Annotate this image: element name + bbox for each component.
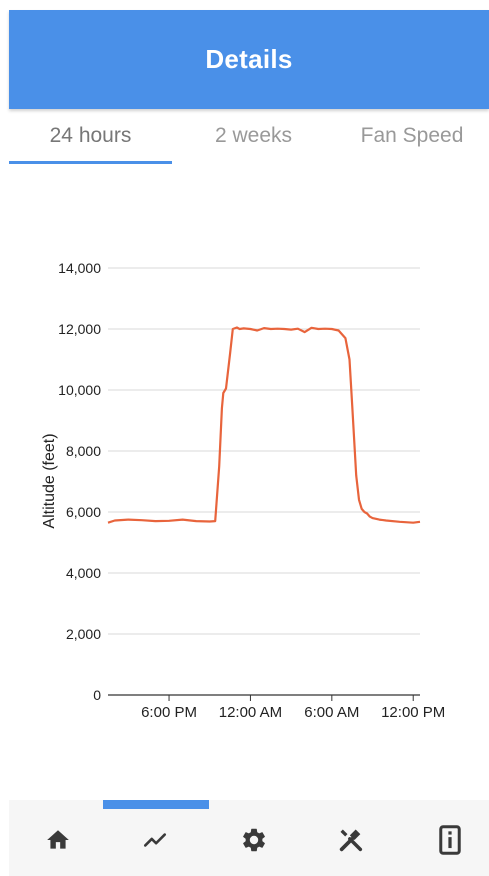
nav-home[interactable] <box>34 820 82 860</box>
x-tick-label: 12:00 AM <box>219 704 282 721</box>
tab-24-hours[interactable]: 24 hours <box>49 124 132 147</box>
nav-active-indicator <box>103 800 209 809</box>
nav-chart[interactable] <box>131 820 179 860</box>
nav-tools[interactable] <box>327 820 375 860</box>
y-tick-label: 8,000 <box>66 443 101 459</box>
bottom-nav <box>9 800 489 876</box>
tools-icon <box>339 829 363 852</box>
app-bar: Details <box>9 10 489 109</box>
x-tick-label: 6:00 AM <box>304 704 359 721</box>
tab-2-weeks[interactable]: 2 weeks <box>214 124 293 147</box>
y-tick-label: 0 <box>93 687 101 703</box>
home-icon <box>47 830 69 849</box>
nav-info[interactable] <box>426 820 474 860</box>
x-axis: 6:00 PM 12:00 AM 6:00 AM 12:00 PM <box>141 695 445 721</box>
page-title: Details <box>205 44 293 74</box>
tab-indicator <box>9 161 172 164</box>
y-tick-label: 2,000 <box>66 626 101 642</box>
tab-bar: 24 hours 2 weeks Fan Speed <box>9 109 489 164</box>
x-tick-label: 12:00 PM <box>381 704 445 721</box>
chart-grid <box>108 267 420 696</box>
y-tick-label: 4,000 <box>66 565 101 581</box>
y-axis: 0 2,000 4,000 6,000 8,000 10,000 12,000 14,000 <box>58 260 101 703</box>
series-line-altitude <box>107 326 421 524</box>
y-tick-label: 14,000 <box>58 260 101 276</box>
y-tick-label: 10,000 <box>58 382 101 398</box>
gear-icon <box>243 828 265 852</box>
nav-settings[interactable] <box>230 820 278 860</box>
x-tick-label: 6:00 PM <box>141 704 197 721</box>
y-tick-label: 6,000 <box>66 504 101 520</box>
y-axis-label: Altitude (feet) <box>41 433 58 528</box>
chart-icon <box>143 833 167 847</box>
info-icon <box>439 825 461 855</box>
altitude-chart: 02,0004,0006,0008,00010,00012,00014,000 … <box>41 260 445 721</box>
tab-fan-speed[interactable]: Fan Speed <box>360 124 464 147</box>
y-tick-label: 12,000 <box>58 321 101 337</box>
